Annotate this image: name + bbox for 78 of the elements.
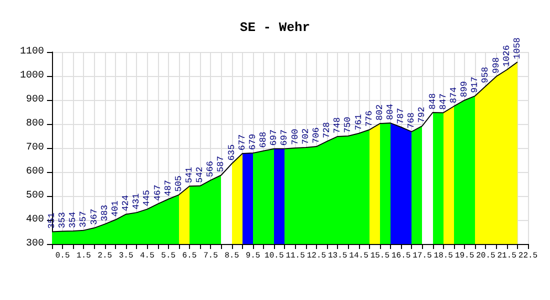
data-label: 383 <box>100 204 110 222</box>
data-label: 367 <box>89 208 100 225</box>
chart-title: SE - Wehr <box>240 20 310 35</box>
data-label: 776 <box>364 110 374 127</box>
x-tick-label: 12.5 <box>306 252 326 260</box>
data-label: 847 <box>438 94 448 110</box>
x-tick-label: 20.5 <box>476 252 496 260</box>
x-tick-label: 17.5 <box>412 252 432 260</box>
data-label: 787 <box>396 108 406 124</box>
data-label: 804 <box>385 104 396 120</box>
data-label: 431 <box>132 193 142 210</box>
x-tick-label: 2.5 <box>98 252 112 260</box>
data-label: 542 <box>195 166 206 183</box>
y-tick-label: 500 <box>26 190 44 202</box>
data-label: 702 <box>300 128 311 145</box>
x-tick-label: 19.5 <box>454 252 474 260</box>
data-label: 728 <box>322 122 332 138</box>
data-label: 750 <box>343 116 354 133</box>
y-tick-label: 300 <box>26 238 44 250</box>
data-label: 357 <box>78 211 89 228</box>
data-label: 706 <box>311 127 322 144</box>
data-label: 1026 <box>502 45 512 67</box>
data-label: 566 <box>206 160 216 178</box>
data-label: 1058 <box>512 37 522 60</box>
data-label: 748 <box>332 117 343 134</box>
y-tick-label: 800 <box>26 118 44 130</box>
y-tick-label: 700 <box>26 142 44 154</box>
x-tick-label: 7.5 <box>203 252 218 260</box>
y-tick-label: 600 <box>26 166 44 178</box>
x-tick-label: 16.5 <box>391 252 411 260</box>
data-label: 351 <box>47 212 57 229</box>
data-label: 487 <box>163 180 174 196</box>
data-label: 792 <box>417 106 428 123</box>
data-label: 802 <box>374 104 385 121</box>
data-label: 445 <box>142 190 152 206</box>
data-label: 700 <box>290 128 300 145</box>
y-tick-label: 1100 <box>20 46 44 58</box>
data-label: 688 <box>258 132 269 148</box>
x-tick-label: 15.5 <box>370 252 390 260</box>
data-label: 679 <box>248 134 258 150</box>
data-label: 424 <box>121 195 132 212</box>
y-tick-label: 1000 <box>20 70 44 82</box>
data-label: 467 <box>152 184 163 201</box>
x-tick-label: 3.5 <box>118 252 134 260</box>
y-tick-label: 400 <box>26 214 44 226</box>
data-label: 761 <box>354 114 364 130</box>
x-tick-label: 14.5 <box>349 252 369 260</box>
data-label: 697 <box>280 130 290 146</box>
data-label: 768 <box>406 112 417 129</box>
data-label: 353 <box>58 212 68 228</box>
data-label: 505 <box>174 176 184 192</box>
x-tick-label: 1.5 <box>76 252 92 260</box>
data-label: 677 <box>237 134 248 151</box>
data-label: 899 <box>460 81 470 98</box>
x-tick-label: 13.5 <box>328 252 348 260</box>
x-tick-label: 18.5 <box>434 252 454 260</box>
x-tick-label: 6.5 <box>182 252 197 260</box>
x-tick-label: 5.5 <box>161 252 176 260</box>
x-tick-label: 10.5 <box>264 252 284 260</box>
data-label: 697 <box>269 130 280 146</box>
x-tick-label: 9.5 <box>246 252 260 260</box>
data-label: 848 <box>428 93 438 110</box>
x-tick-label: 11.5 <box>286 252 306 260</box>
x-tick-label: 0.5 <box>55 252 70 260</box>
data-label: 354 <box>68 212 78 228</box>
x-tick-label: 22.5 <box>518 252 538 260</box>
data-label: 541 <box>184 166 195 184</box>
x-tick-label: 4.5 <box>140 252 155 260</box>
data-label: 401 <box>110 200 120 217</box>
data-label: 998 <box>491 57 502 74</box>
data-label: 635 <box>226 144 237 161</box>
x-tick-label: 8.5 <box>224 252 240 260</box>
data-label: 587 <box>216 156 226 172</box>
data-label: 917 <box>470 76 480 93</box>
y-tick-label: 900 <box>26 94 44 106</box>
data-label: 874 <box>448 87 459 104</box>
x-tick-label: 21.5 <box>497 252 517 260</box>
data-label: 958 <box>480 66 491 84</box>
